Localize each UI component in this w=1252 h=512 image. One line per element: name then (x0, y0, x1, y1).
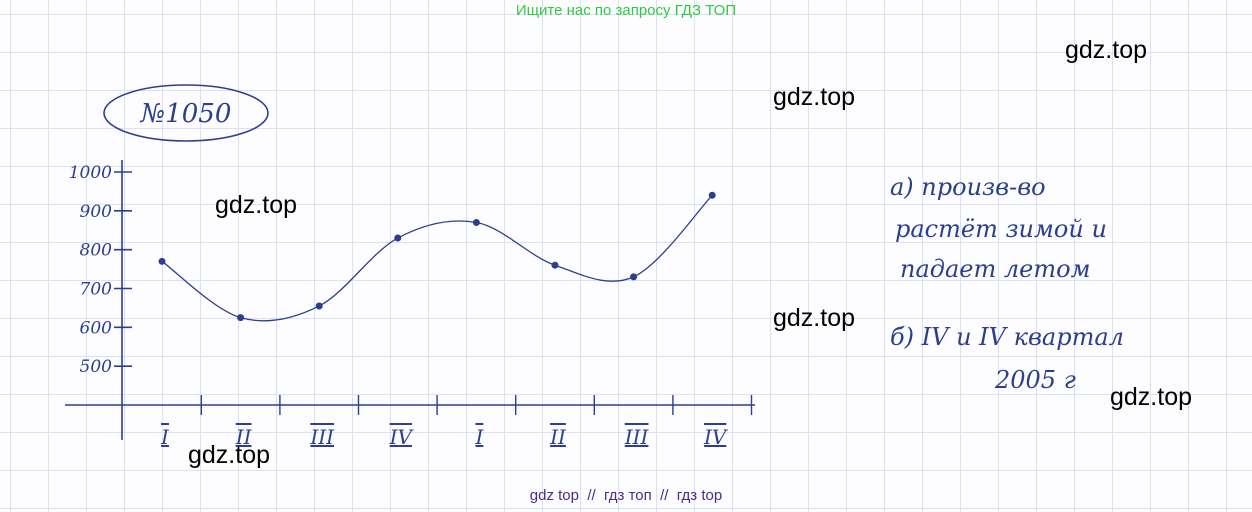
note-line: б) IV и IV квартал (890, 323, 1124, 351)
y-tick-label: 800 (80, 241, 113, 261)
x-tick-label: III (309, 425, 335, 449)
x-tick-label: II (549, 425, 567, 449)
x-tick-label: II (235, 425, 253, 449)
point (315, 302, 323, 310)
footer: gdz top // гдз топ // гдз top (529, 487, 723, 504)
number-oval (103, 84, 269, 142)
y-tick-label: 1000 (69, 163, 112, 183)
note-line: растёт зимой и (895, 215, 1107, 243)
watermark: gdz.top (1110, 383, 1192, 411)
point (394, 234, 402, 242)
watermark: gdz.top (773, 83, 855, 111)
watermark: gdz.top (215, 191, 297, 219)
y-tick-label: 900 (80, 202, 113, 222)
header: Ищите нас по запросу ГДЗ ТОП (515, 2, 737, 19)
note-line: 2005 г (994, 366, 1076, 394)
point (630, 273, 638, 281)
point (708, 191, 716, 199)
point (551, 261, 559, 269)
x-tick-label: IV (703, 425, 729, 449)
x-tick-label: IV (389, 425, 415, 449)
note-line: падает летом (900, 255, 1090, 283)
point (237, 314, 245, 322)
point (158, 257, 166, 265)
watermark: gdz.top (188, 441, 270, 469)
x-tick-label: I (160, 425, 170, 449)
y-tick-label: 500 (80, 357, 113, 377)
y-tick-label: 700 (80, 280, 113, 300)
x-tick-label: III (624, 425, 650, 449)
y-tick-label: 600 (80, 318, 113, 338)
point (472, 218, 480, 226)
x-tick-label: I (474, 425, 484, 449)
watermark: gdz.top (773, 304, 855, 332)
problem-number: №1050 (140, 99, 232, 129)
watermark: gdz.top (1065, 36, 1147, 64)
note-line: а) произв-во (890, 173, 1046, 201)
